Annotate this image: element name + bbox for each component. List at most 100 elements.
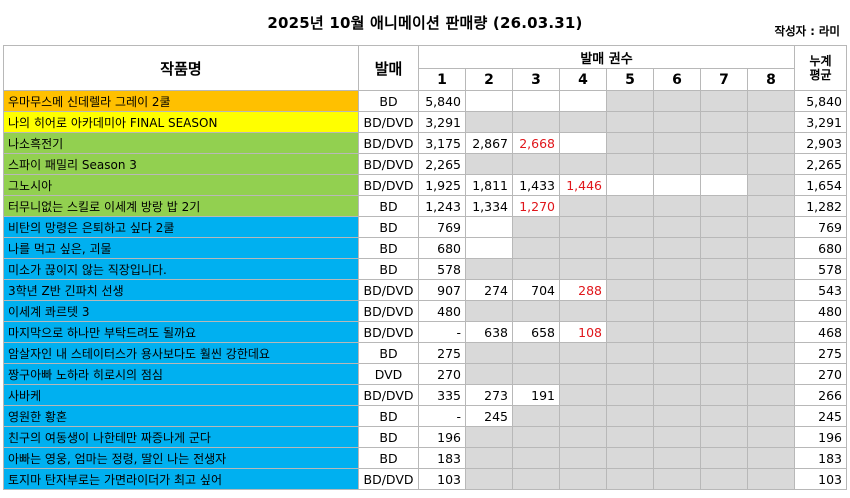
empty-volume-cell[interactable] xyxy=(747,153,795,175)
title-cell[interactable]: 나를 먹고 싶은, 괴물 xyxy=(3,237,359,259)
average-cell[interactable]: 769 xyxy=(794,216,847,238)
average-cell[interactable]: 480 xyxy=(794,300,847,322)
volume-cell-5[interactable] xyxy=(606,174,654,196)
volume-cell-1[interactable]: 2,265 xyxy=(418,153,466,175)
empty-volume-cell[interactable] xyxy=(559,237,607,259)
average-cell[interactable]: 1,654 xyxy=(794,174,847,196)
format-cell[interactable]: DVD xyxy=(358,363,419,385)
volume-cell-4[interactable]: 108 xyxy=(559,321,607,343)
empty-volume-cell[interactable] xyxy=(653,153,701,175)
empty-volume-cell[interactable] xyxy=(606,90,654,112)
empty-volume-cell[interactable] xyxy=(606,321,654,343)
average-cell[interactable]: 270 xyxy=(794,363,847,385)
empty-volume-cell[interactable] xyxy=(559,216,607,238)
empty-volume-cell[interactable] xyxy=(465,111,513,133)
empty-volume-cell[interactable] xyxy=(700,195,748,217)
empty-volume-cell[interactable] xyxy=(606,153,654,175)
empty-volume-cell[interactable] xyxy=(747,405,795,427)
empty-volume-cell[interactable] xyxy=(512,300,560,322)
title-cell[interactable]: 터무니없는 스킬로 이세계 방랑 밥 2기 xyxy=(3,195,359,217)
volume-cell-1[interactable]: - xyxy=(418,321,466,343)
average-cell[interactable]: 1,282 xyxy=(794,195,847,217)
format-cell[interactable]: BD/DVD xyxy=(358,300,419,322)
volume-cell-3[interactable]: 704 xyxy=(512,279,560,301)
empty-volume-cell[interactable] xyxy=(559,363,607,385)
empty-volume-cell[interactable] xyxy=(465,342,513,364)
volume-cell-1[interactable]: 578 xyxy=(418,258,466,280)
empty-volume-cell[interactable] xyxy=(653,111,701,133)
volume-cell-1[interactable]: 769 xyxy=(418,216,466,238)
empty-volume-cell[interactable] xyxy=(700,384,748,406)
empty-volume-cell[interactable] xyxy=(747,300,795,322)
empty-volume-cell[interactable] xyxy=(700,90,748,112)
volume-cell-4[interactable] xyxy=(559,132,607,154)
empty-volume-cell[interactable] xyxy=(512,363,560,385)
volume-cell-7[interactable] xyxy=(700,174,748,196)
empty-volume-cell[interactable] xyxy=(653,384,701,406)
empty-volume-cell[interactable] xyxy=(700,216,748,238)
empty-volume-cell[interactable] xyxy=(559,384,607,406)
format-cell[interactable]: BD xyxy=(358,447,419,469)
empty-volume-cell[interactable] xyxy=(700,426,748,448)
volume-cell-4[interactable]: 1,446 xyxy=(559,174,607,196)
average-cell[interactable]: 2,265 xyxy=(794,153,847,175)
empty-volume-cell[interactable] xyxy=(606,111,654,133)
volume-cell-3[interactable]: 1,433 xyxy=(512,174,560,196)
volume-cell-1[interactable]: 907 xyxy=(418,279,466,301)
empty-volume-cell[interactable] xyxy=(512,468,560,490)
empty-volume-cell[interactable] xyxy=(559,153,607,175)
format-cell[interactable]: BD xyxy=(358,216,419,238)
average-cell[interactable]: 103 xyxy=(794,468,847,490)
format-cell[interactable]: BD xyxy=(358,258,419,280)
format-cell[interactable]: BD/DVD xyxy=(358,132,419,154)
empty-volume-cell[interactable] xyxy=(606,468,654,490)
empty-volume-cell[interactable] xyxy=(606,363,654,385)
volume-cell-1[interactable]: 480 xyxy=(418,300,466,322)
empty-volume-cell[interactable] xyxy=(465,258,513,280)
empty-volume-cell[interactable] xyxy=(653,363,701,385)
empty-volume-cell[interactable] xyxy=(512,447,560,469)
volume-cell-1[interactable]: 275 xyxy=(418,342,466,364)
title-cell[interactable]: 사바케 xyxy=(3,384,359,406)
empty-volume-cell[interactable] xyxy=(606,195,654,217)
volume-cell-1[interactable]: 680 xyxy=(418,237,466,259)
empty-volume-cell[interactable] xyxy=(512,216,560,238)
title-cell[interactable]: 우마무스메 신데렐라 그레이 2쿨 xyxy=(3,90,359,112)
format-cell[interactable]: BD/DVD xyxy=(358,111,419,133)
empty-volume-cell[interactable] xyxy=(606,384,654,406)
volume-cell-2[interactable] xyxy=(465,90,513,112)
empty-volume-cell[interactable] xyxy=(606,216,654,238)
empty-volume-cell[interactable] xyxy=(606,342,654,364)
empty-volume-cell[interactable] xyxy=(700,363,748,385)
empty-volume-cell[interactable] xyxy=(653,237,701,259)
format-cell[interactable]: BD xyxy=(358,90,419,112)
format-cell[interactable]: BD/DVD xyxy=(358,468,419,490)
empty-volume-cell[interactable] xyxy=(653,300,701,322)
format-cell[interactable]: BD xyxy=(358,426,419,448)
empty-volume-cell[interactable] xyxy=(700,321,748,343)
empty-volume-cell[interactable] xyxy=(606,447,654,469)
empty-volume-cell[interactable] xyxy=(559,300,607,322)
volume-cell-1[interactable]: 3,175 xyxy=(418,132,466,154)
title-cell[interactable]: 나소흑전기 xyxy=(3,132,359,154)
volume-cell-3[interactable]: 2,668 xyxy=(512,132,560,154)
volume-cell-2[interactable]: 2,867 xyxy=(465,132,513,154)
volume-cell-2[interactable] xyxy=(465,237,513,259)
format-cell[interactable]: BD xyxy=(358,405,419,427)
title-cell[interactable]: 짱구아빠 노하라 히로시의 점심 xyxy=(3,363,359,385)
empty-volume-cell[interactable] xyxy=(653,216,701,238)
empty-volume-cell[interactable] xyxy=(653,258,701,280)
volume-cell-2[interactable] xyxy=(465,216,513,238)
volume-cell-1[interactable]: 1,243 xyxy=(418,195,466,217)
title-cell[interactable]: 이세계 콰르텟 3 xyxy=(3,300,359,322)
empty-volume-cell[interactable] xyxy=(512,342,560,364)
empty-volume-cell[interactable] xyxy=(747,342,795,364)
title-cell[interactable]: 스파이 패밀리 Season 3 xyxy=(3,153,359,175)
empty-volume-cell[interactable] xyxy=(653,468,701,490)
empty-volume-cell[interactable] xyxy=(653,426,701,448)
empty-volume-cell[interactable] xyxy=(653,132,701,154)
empty-volume-cell[interactable] xyxy=(606,426,654,448)
empty-volume-cell[interactable] xyxy=(653,279,701,301)
empty-volume-cell[interactable] xyxy=(700,468,748,490)
empty-volume-cell[interactable] xyxy=(653,405,701,427)
